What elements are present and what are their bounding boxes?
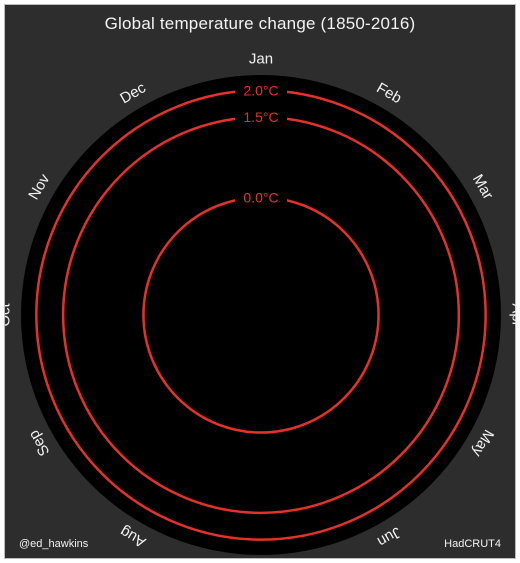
month-label-nov: Nov [25, 171, 53, 203]
ring-label-backdrop [235, 81, 287, 100]
month-label-sep: Sep [25, 427, 53, 459]
month-label-aug: Aug [117, 523, 149, 551]
month-label-mar: Mar [469, 172, 497, 203]
ring-label: 0.0°C [243, 189, 278, 205]
month-label-oct: Oct [5, 303, 14, 327]
author-credit: @ed_hawkins [19, 538, 89, 550]
ring-label: 2.0°C [243, 82, 278, 98]
ring-label-backdrop [235, 188, 287, 207]
month-label-feb: Feb [374, 79, 405, 107]
ring-group: 2.0°C 1.5°C 0.0°C [35, 81, 487, 541]
month-label-dec: Dec [117, 79, 149, 107]
month-label-apr: Apr [509, 303, 518, 326]
ring-label-backdrop [235, 108, 287, 127]
chart-frame: Global temperature change (1850-2016) 2.… [4, 4, 518, 559]
source-credit: HadCRUT4 [444, 538, 501, 550]
chart-title: Global temperature change (1850-2016) [104, 14, 416, 33]
ring-label: 1.5°C [243, 109, 278, 125]
spiral-chart: 2.0°C1.5°C0.0°C JanFebMarAprMayJunJulAug… [5, 51, 518, 555]
month-label-may: May [468, 426, 497, 459]
month-label-jun: Jun [374, 523, 403, 550]
month-label-jan: Jan [249, 51, 273, 68]
plot-disc [21, 75, 501, 555]
